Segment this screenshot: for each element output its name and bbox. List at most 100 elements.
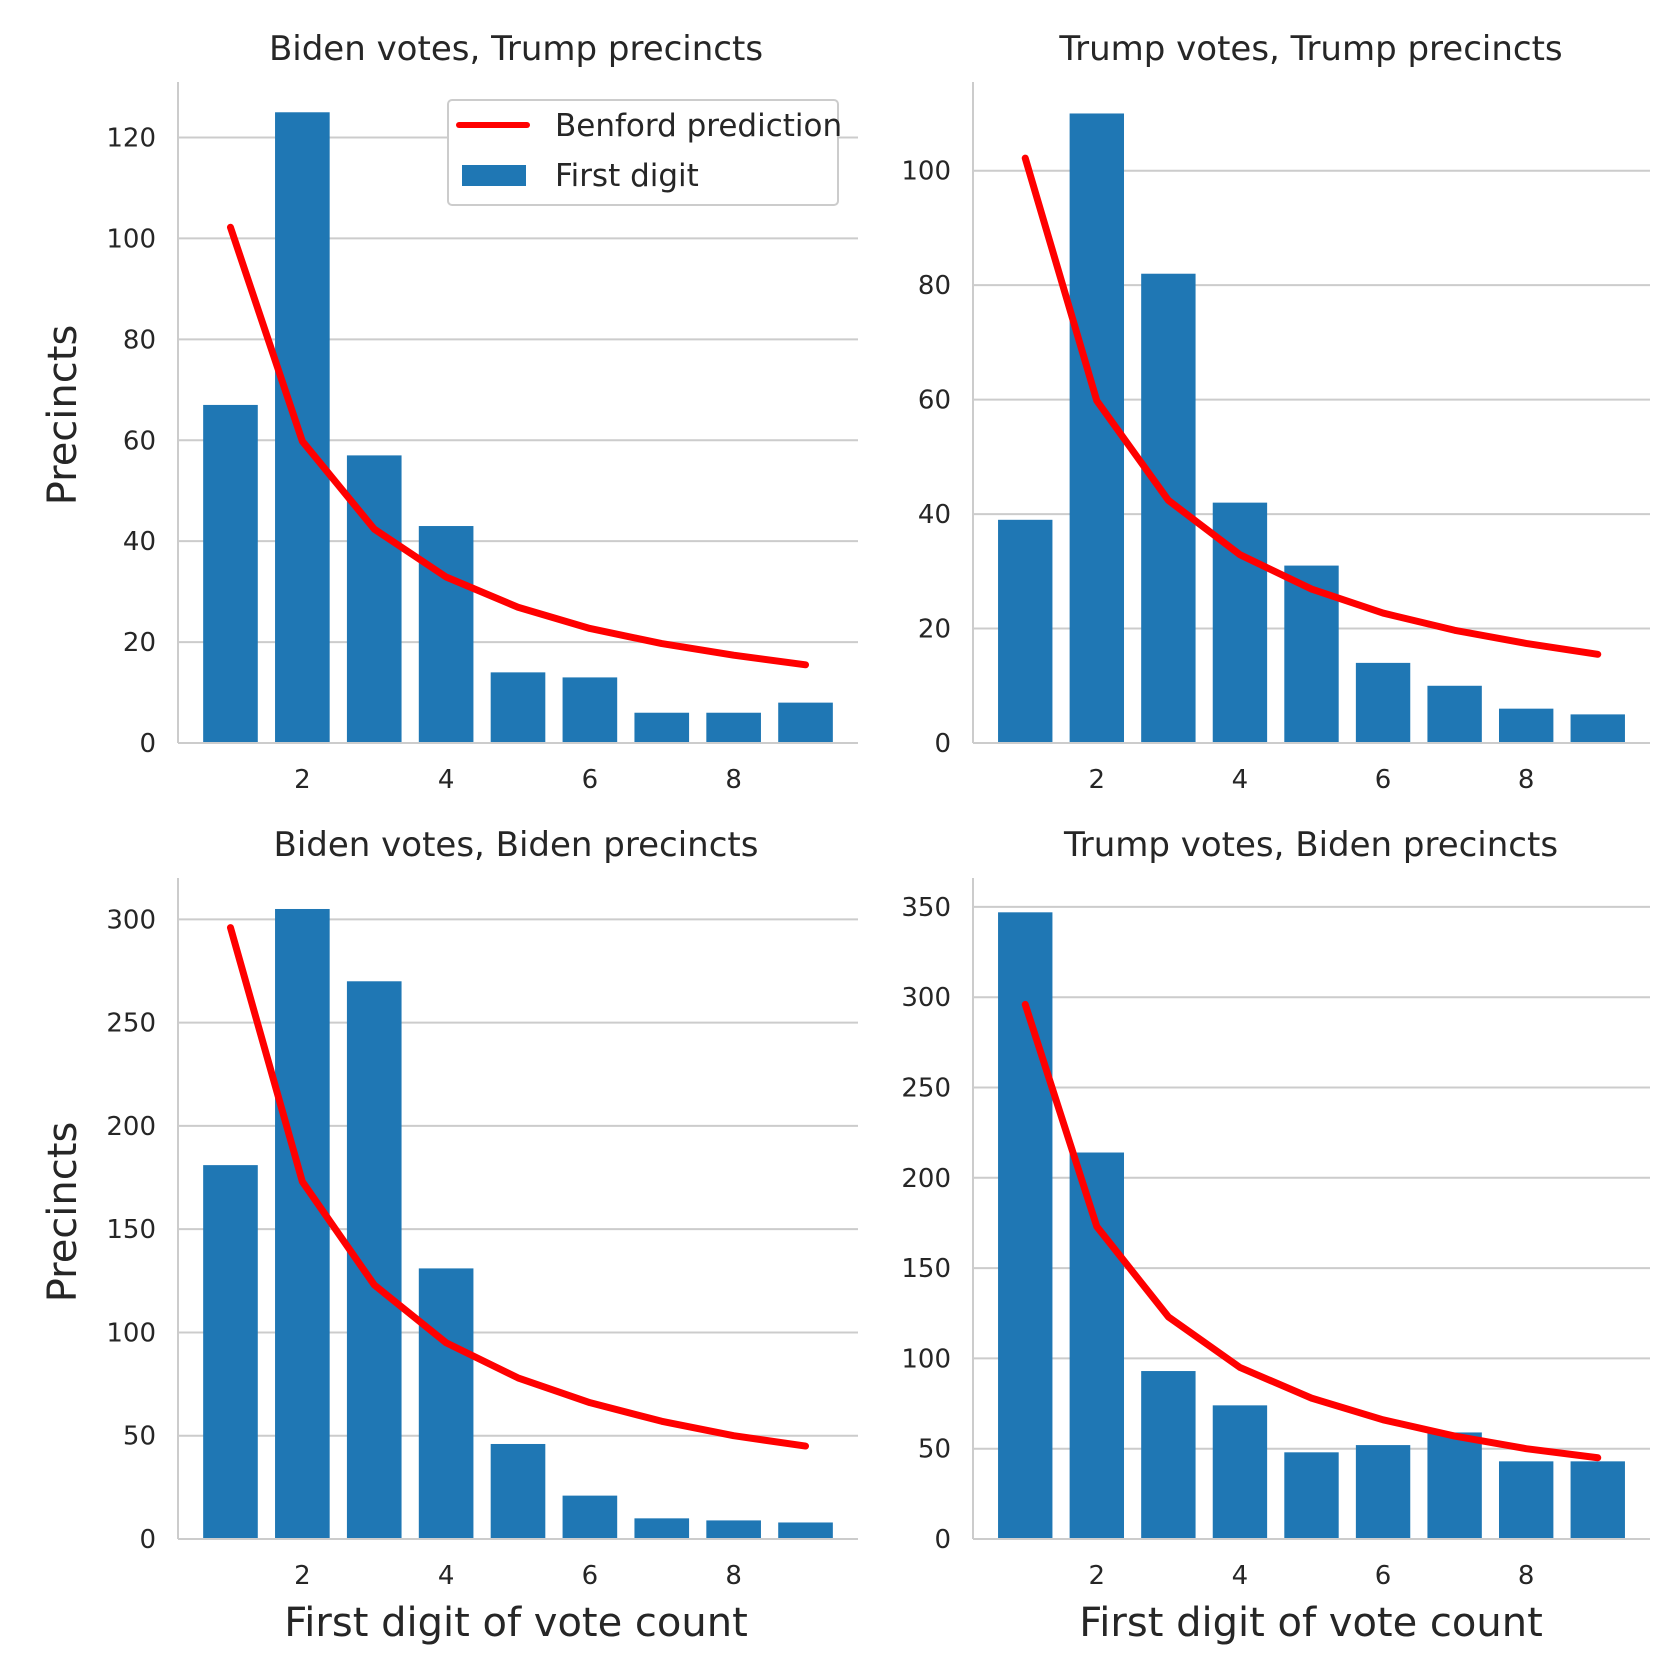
bar-digit-8 — [1498, 708, 1554, 743]
y-tick-label: 120 — [106, 124, 156, 154]
y-tick-label: 50 — [918, 1435, 951, 1465]
bar-digit-1 — [203, 1165, 258, 1539]
y-tick-label: 250 — [901, 1073, 951, 1103]
benford-prediction-line — [1021, 154, 1602, 658]
panel-title: Trump votes, Trump precincts — [1058, 29, 1562, 69]
y-tick-label: 350 — [901, 893, 951, 923]
bar-digit-1 — [203, 404, 258, 743]
bar-digit-6 — [1355, 662, 1411, 743]
x-tick-label: 6 — [1375, 1561, 1392, 1591]
legend-label-first-digit: First digit — [555, 158, 699, 194]
bar-digit-7 — [1427, 685, 1482, 743]
x-tick-label: 2 — [294, 765, 311, 795]
plot-area: 0 50 100 150 200 250 300 2 4 6 8 — [106, 878, 858, 1591]
bar-digit-2 — [275, 908, 330, 1539]
x-axis-label: First digit of vote count — [284, 1600, 748, 1646]
bar-digit-1 — [998, 912, 1053, 1539]
y-tick-label: 80 — [123, 325, 156, 355]
bar-digit-6 — [562, 1495, 618, 1539]
x-tick-label: 2 — [294, 1561, 311, 1591]
bar-digit-2 — [275, 112, 330, 744]
benford-prediction-line — [226, 924, 810, 1450]
bar-digit-7 — [1427, 1432, 1482, 1539]
plot-area: 0 20 40 60 80 100 120 2 4 6 8 — [106, 82, 858, 795]
bar-digit-8 — [1498, 1461, 1554, 1539]
bar-digit-5 — [490, 1443, 546, 1539]
plot-area: 0 50 100 150 200 250 300 350 2 4 6 8 — [901, 878, 1650, 1591]
x-tick-label: 4 — [1232, 765, 1249, 795]
panel-title: Trump votes, Biden precincts — [1063, 825, 1558, 865]
y-tick-label: 100 — [901, 157, 951, 187]
legend-box — [447, 99, 839, 206]
x-tick-label: 6 — [1375, 765, 1392, 795]
bar-digit-9 — [1570, 1461, 1625, 1539]
bar-digit-7 — [634, 1518, 690, 1539]
bar-digit-6 — [562, 677, 618, 743]
y-tick-label: 200 — [106, 1112, 156, 1142]
bar-digit-9 — [778, 1522, 833, 1539]
x-tick-label: 8 — [725, 765, 742, 795]
bar-digit-6 — [1355, 1445, 1411, 1539]
plot-area: 0 20 40 60 80 100 2 4 6 8 — [901, 82, 1650, 795]
bar-digit-1 — [998, 519, 1053, 743]
x-tick-label: 4 — [438, 1561, 455, 1591]
x-tick-label: 4 — [438, 765, 455, 795]
y-tick-label: 0 — [934, 1525, 951, 1555]
y-tick-label: 0 — [139, 729, 156, 759]
y-tick-label: 0 — [934, 729, 951, 759]
y-tick-label: 100 — [106, 1318, 156, 1348]
bar-digit-5 — [490, 672, 546, 743]
x-tick-label: 2 — [1089, 1561, 1106, 1591]
y-tick-label: 80 — [918, 271, 951, 301]
x-tick-label: 6 — [582, 765, 599, 795]
bar-digit-8 — [706, 1520, 761, 1539]
bar-digit-4 — [1212, 1405, 1268, 1539]
x-axis-label: First digit of vote count — [1079, 1600, 1543, 1646]
bar-digit-5 — [1284, 1452, 1339, 1539]
y-tick-label: 20 — [918, 615, 951, 645]
y-tick-label: 50 — [123, 1422, 156, 1452]
benford-prediction-line — [226, 223, 810, 669]
bar-digit-2 — [1069, 1152, 1125, 1539]
bar-digit-3 — [346, 455, 402, 743]
benford-prediction-line — [1021, 1000, 1602, 1462]
bar-digit-9 — [1570, 714, 1625, 743]
legend: Benford prediction First digit — [447, 99, 842, 206]
bar-digit-3 — [1141, 1371, 1196, 1539]
y-tick-label: 200 — [901, 1164, 951, 1194]
bar-digit-3 — [1141, 273, 1196, 743]
y-tick-label: 60 — [918, 386, 951, 416]
y-tick-label: 100 — [901, 1344, 951, 1374]
y-axis-label: Precincts — [40, 1122, 86, 1303]
panel-biden-votes-biden-precincts: Biden votes, Biden precincts 0 50 100 150 20… — [40, 825, 858, 1646]
panel-trump-votes-trump-precincts: Trump votes, Trump precincts 0 20 40 60 80 10… — [901, 29, 1650, 795]
y-tick-label: 100 — [106, 224, 156, 254]
bar-digit-8 — [706, 712, 761, 743]
panel-biden-votes-trump-precincts: Biden votes, Trump precincts 0 20 40 60 80 10… — [40, 29, 858, 795]
y-tick-label: 150 — [901, 1254, 951, 1284]
y-tick-label: 300 — [106, 905, 156, 935]
legend-bar-swatch — [462, 165, 526, 186]
y-tick-label: 250 — [106, 1009, 156, 1039]
y-tick-label: 40 — [918, 500, 951, 530]
panel-trump-votes-biden-precincts: Trump votes, Biden precincts 0 50 100 150 20… — [901, 825, 1650, 1646]
bar-digit-4 — [418, 526, 474, 743]
y-axis-label: Precincts — [40, 325, 86, 506]
y-tick-label: 0 — [139, 1525, 156, 1555]
y-tick-label: 300 — [901, 983, 951, 1013]
panel-title: Biden votes, Biden precincts — [274, 825, 759, 865]
y-tick-label: 20 — [123, 628, 156, 658]
y-tick-label: 40 — [123, 527, 156, 557]
bar-digit-7 — [634, 712, 690, 743]
x-tick-label: 8 — [1518, 765, 1535, 795]
bar-digit-4 — [418, 1268, 474, 1539]
x-tick-label: 6 — [582, 1561, 599, 1591]
y-tick-label: 60 — [123, 426, 156, 456]
x-tick-label: 2 — [1089, 765, 1106, 795]
bar-digit-9 — [778, 702, 833, 743]
x-tick-label: 8 — [1518, 1561, 1535, 1591]
y-tick-label: 150 — [106, 1215, 156, 1245]
x-tick-label: 4 — [1232, 1561, 1249, 1591]
x-tick-label: 8 — [725, 1561, 742, 1591]
